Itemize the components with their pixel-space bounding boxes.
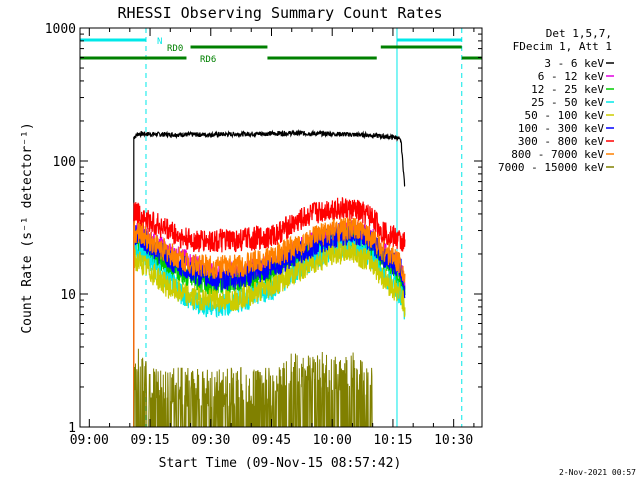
state-bar-label: N	[157, 37, 162, 47]
x-tick-label: 10:00	[313, 433, 352, 448]
series-line	[133, 128, 406, 427]
legend-label: 7000 - 15000 keV	[498, 161, 604, 174]
state-bar-label: RD0	[167, 44, 183, 54]
legend-label: 300 - 800 keV	[518, 135, 604, 148]
legend-label: 50 - 100 keV	[525, 109, 605, 122]
series-line	[133, 239, 406, 427]
y-tick-label: 10	[60, 288, 76, 303]
series-line	[133, 348, 373, 427]
legend-header: Det 1,5,7,	[546, 27, 612, 40]
y-axis-label: Count Rate (s⁻¹ detector⁻¹)	[20, 122, 35, 333]
x-tick-label: 09:30	[191, 433, 230, 448]
legend-label: 6 - 12 keV	[538, 70, 605, 83]
x-tick-label: 10:15	[373, 433, 412, 448]
state-bars: N RD0 RD6	[80, 37, 482, 65]
x-tick-label: 10:30	[434, 433, 473, 448]
series-line	[133, 197, 406, 427]
y-tick-label: 1000	[45, 22, 76, 37]
x-axis-label: Start Time (09-Nov-15 08:57:42)	[159, 456, 402, 471]
legend-label: 12 - 25 keV	[531, 83, 604, 96]
chart-title: RHESSI Observing Summary Count Rates	[117, 4, 442, 22]
x-tick-label: 09:15	[130, 433, 169, 448]
y-axis: 1 10 100 1000	[45, 22, 482, 436]
series-line	[133, 217, 406, 427]
state-bar-label: RD6	[200, 55, 216, 65]
legend-header: FDecim 1, Att 1	[513, 40, 612, 53]
x-tick-label: 09:45	[252, 433, 291, 448]
x-axis: 09:00 09:15 09:30 09:45 10:00 10:15 10:30	[70, 28, 475, 448]
footer-timestamp: 2-Nov-2021 00:57	[559, 468, 636, 477]
legend-label: 800 - 7000 keV	[511, 148, 604, 161]
legend-label: 100 - 300 keV	[518, 122, 604, 135]
legend-label: 3 - 6 keV	[544, 57, 604, 70]
series-layer	[133, 128, 406, 427]
legend-label: 25 - 50 keV	[531, 96, 604, 109]
y-tick-label: 100	[53, 155, 76, 170]
x-tick-label: 09:00	[70, 433, 109, 448]
y-tick-label: 1	[68, 421, 76, 436]
plot-frame	[79, 27, 483, 428]
